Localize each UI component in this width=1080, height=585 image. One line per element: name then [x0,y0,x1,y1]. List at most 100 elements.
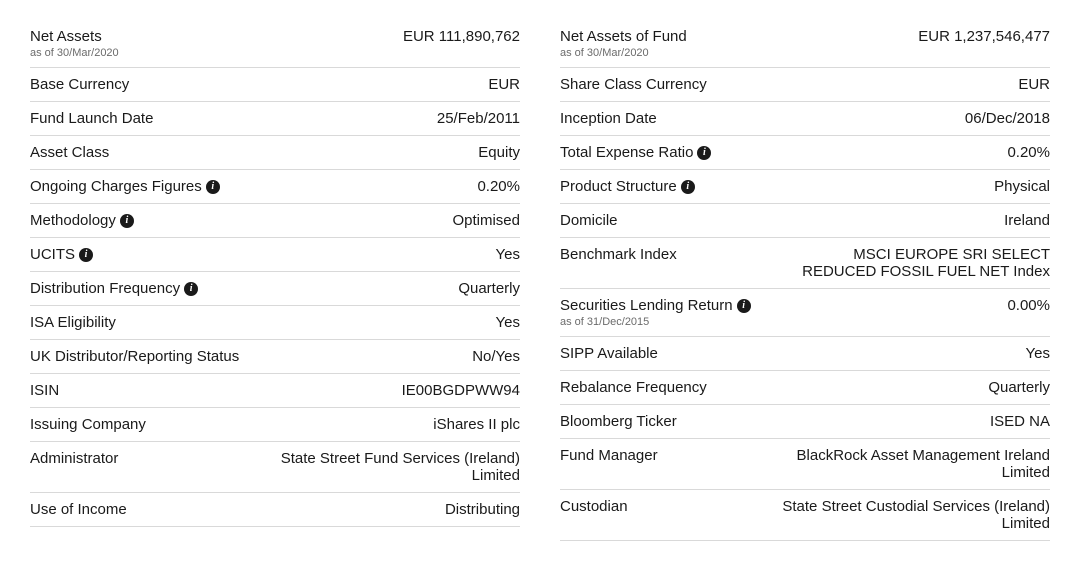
label-line: Product Structurei [560,178,695,195]
fact-value: iShares II plc [433,416,520,433]
fact-label: Administrator [30,450,118,467]
fact-label: Distribution Frequency [30,280,180,297]
label-line: Fund Launch Date [30,110,153,127]
fact-label: Base Currency [30,76,129,93]
fact-row: ISIN IE00BGDPWW94 [30,374,520,408]
fact-row: CustodianState Street Custodial Services… [560,490,1050,541]
label-wrap: Net Assets of Fund as of 30/Mar/2020 [560,28,687,59]
label-wrap: Product Structurei [560,178,695,195]
label-wrap: Securities Lending Returnias of 31/Dec/2… [560,297,751,328]
label-line: Ongoing Charges Figures i [30,178,220,195]
fact-value: Physical [994,178,1050,195]
fact-value: Yes [496,246,520,263]
fact-value: IE00BGDPWW94 [402,382,520,399]
fact-row: Share Class Currency EUR [560,68,1050,102]
info-icon[interactable]: i [79,248,93,262]
label-line: Benchmark Index [560,246,677,263]
fact-label: Share Class Currency [560,76,707,93]
label-line: Distribution Frequency i [30,280,198,297]
fact-value: Quarterly [458,280,520,297]
label-wrap: Fund Launch Date [30,110,153,127]
fact-label: Methodology [30,212,116,229]
fact-row: Total Expense Ratio i 0.20% [560,136,1050,170]
fact-value: EUR 111,890,762 [403,28,520,45]
label-line: Rebalance Frequency [560,379,707,396]
info-icon[interactable]: i [184,282,198,296]
info-icon[interactable]: i [681,180,695,194]
label-line: Total Expense Ratio i [560,144,711,161]
info-icon[interactable]: i [206,180,220,194]
fact-value: EUR [1018,76,1050,93]
label-line: Domicile [560,212,618,229]
label-line: Securities Lending Return i [560,297,751,314]
fact-row: SIPP AvailableYes [560,337,1050,371]
label-wrap: Administrator [30,450,118,467]
label-line: ISA Eligibility [30,314,116,331]
fact-row: ISA Eligibility Yes [30,306,520,340]
label-wrap: Methodology i [30,212,134,229]
fact-label: Issuing Company [30,416,146,433]
fact-value: Optimised [452,212,520,229]
fact-label: UCITS [30,246,75,263]
label-wrap: Net Assetsas of 30/Mar/2020 [30,28,119,59]
fact-label: Domicile [560,212,618,229]
fact-label: Securities Lending Return [560,297,733,314]
fact-row: Base Currency EUR [30,68,520,102]
label-wrap: UK Distributor/Reporting Status [30,348,239,365]
label-line: Bloomberg Ticker [560,413,677,430]
label-wrap: ISA Eligibility [30,314,116,331]
fact-row: Administrator State Street Fund Services … [30,442,520,493]
fact-row: Use of IncomeDistributing [30,493,520,527]
label-line: Administrator [30,450,118,467]
fact-label: SIPP Available [560,345,658,362]
label-line: Share Class Currency [560,76,707,93]
label-wrap: Use of Income [30,501,127,518]
fact-row: UCITS i Yes [30,238,520,272]
label-line: Asset Class [30,144,109,161]
fact-value: EUR [488,76,520,93]
fact-row: UK Distributor/Reporting StatusNo/Yes [30,340,520,374]
fact-value: Ireland [1004,212,1050,229]
fact-row: Net Assets of Fund as of 30/Mar/2020 EUR 1… [560,20,1050,68]
info-icon[interactable]: i [120,214,134,228]
fact-label: Asset Class [30,144,109,161]
right-column: Net Assets of Fund as of 30/Mar/2020 EUR 1… [560,20,1050,541]
fact-label: Custodian [560,498,628,515]
fact-label: Ongoing Charges Figures [30,178,202,195]
label-wrap: Rebalance Frequency [560,379,707,396]
fact-row: Asset Class Equity [30,136,520,170]
label-line: Fund Manager [560,447,658,464]
fact-value: EUR 1,237,546,477 [918,28,1050,45]
fact-sublabel: as of 30/Mar/2020 [560,47,687,59]
info-icon[interactable]: i [737,299,751,313]
label-wrap: Asset Class [30,144,109,161]
label-wrap: Domicile [560,212,618,229]
fact-row: Net Assetsas of 30/Mar/2020 EUR 111,890,7… [30,20,520,68]
fact-row: Product Structurei Physical [560,170,1050,204]
fact-row: Inception Date 06/Dec/2018 [560,102,1050,136]
label-wrap: ISIN [30,382,59,399]
fact-row: Distribution Frequency i Quarterly [30,272,520,306]
fact-value: 0.20% [1007,144,1050,161]
fact-value: Equity [478,144,520,161]
label-wrap: Inception Date [560,110,657,127]
fact-row: Securities Lending Returnias of 31/Dec/2… [560,289,1050,337]
fact-value: 06/Dec/2018 [965,110,1050,127]
info-icon[interactable]: i [697,146,711,160]
label-wrap: UCITS i [30,246,93,263]
label-wrap: Ongoing Charges Figures i [30,178,220,195]
fact-row: Bloomberg TickerISED NA [560,405,1050,439]
label-line: Base Currency [30,76,129,93]
fund-facts-table: Net Assetsas of 30/Mar/2020 EUR 111,890,7… [30,20,1050,541]
fact-value: State Street Fund Services (Ireland) Lim… [251,450,521,484]
label-wrap: Fund Manager [560,447,658,464]
label-line: Inception Date [560,110,657,127]
fact-row: Methodology i Optimised [30,204,520,238]
label-wrap: Benchmark Index [560,246,677,263]
left-column: Net Assetsas of 30/Mar/2020 EUR 111,890,7… [30,20,520,541]
fact-label: Net Assets of Fund [560,28,687,45]
fact-label: Total Expense Ratio [560,144,693,161]
fact-value: 0.00% [1007,297,1050,314]
fact-value: Yes [496,314,520,331]
label-wrap: Share Class Currency [560,76,707,93]
